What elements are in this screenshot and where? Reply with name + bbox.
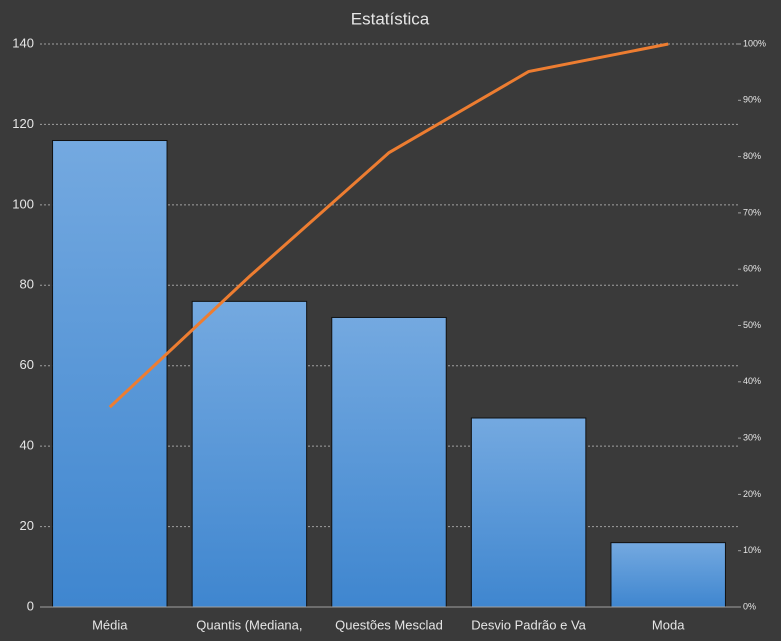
y-tick-label: 120 bbox=[12, 116, 34, 131]
y2-tick-label: 60% bbox=[743, 264, 761, 274]
y2-tick-label: 50% bbox=[743, 320, 761, 330]
y2-tick-label: 20% bbox=[743, 489, 761, 499]
y-tick-label: 80 bbox=[20, 277, 34, 292]
y2-tick-label: 80% bbox=[743, 151, 761, 161]
x-tick-label: Questões Mesclad bbox=[335, 617, 443, 632]
x-tick-label: Média bbox=[92, 617, 128, 632]
y2-tick-label: 70% bbox=[743, 207, 761, 217]
bar bbox=[52, 140, 168, 608]
x-tick-label: Desvio Padrão e Va bbox=[471, 617, 586, 632]
y-tick-label: 40 bbox=[20, 438, 34, 453]
y-tick-label: 20 bbox=[20, 518, 34, 533]
x-tick-label: Moda bbox=[652, 617, 685, 632]
bar bbox=[470, 417, 587, 608]
cumulative-line bbox=[108, 42, 669, 409]
bar bbox=[610, 542, 726, 608]
y2-tick-label: 0% bbox=[743, 601, 756, 611]
y2-tick-label: 30% bbox=[743, 432, 761, 442]
y2-tick-label: 90% bbox=[743, 95, 761, 105]
y-tick-label: 0 bbox=[27, 598, 34, 613]
x-tick-label: Quantis (Mediana, bbox=[196, 617, 302, 632]
y2-tick-label: 10% bbox=[743, 545, 761, 555]
y-tick-label: 140 bbox=[12, 35, 34, 50]
y-tick-label: 60 bbox=[20, 357, 34, 372]
y2-tick-label: 40% bbox=[743, 376, 761, 386]
chart-title: Estatística bbox=[351, 9, 430, 28]
y-tick-label: 100 bbox=[12, 196, 34, 211]
bar bbox=[331, 316, 447, 608]
bar bbox=[191, 300, 308, 608]
y2-tick-label: 100% bbox=[743, 38, 766, 48]
